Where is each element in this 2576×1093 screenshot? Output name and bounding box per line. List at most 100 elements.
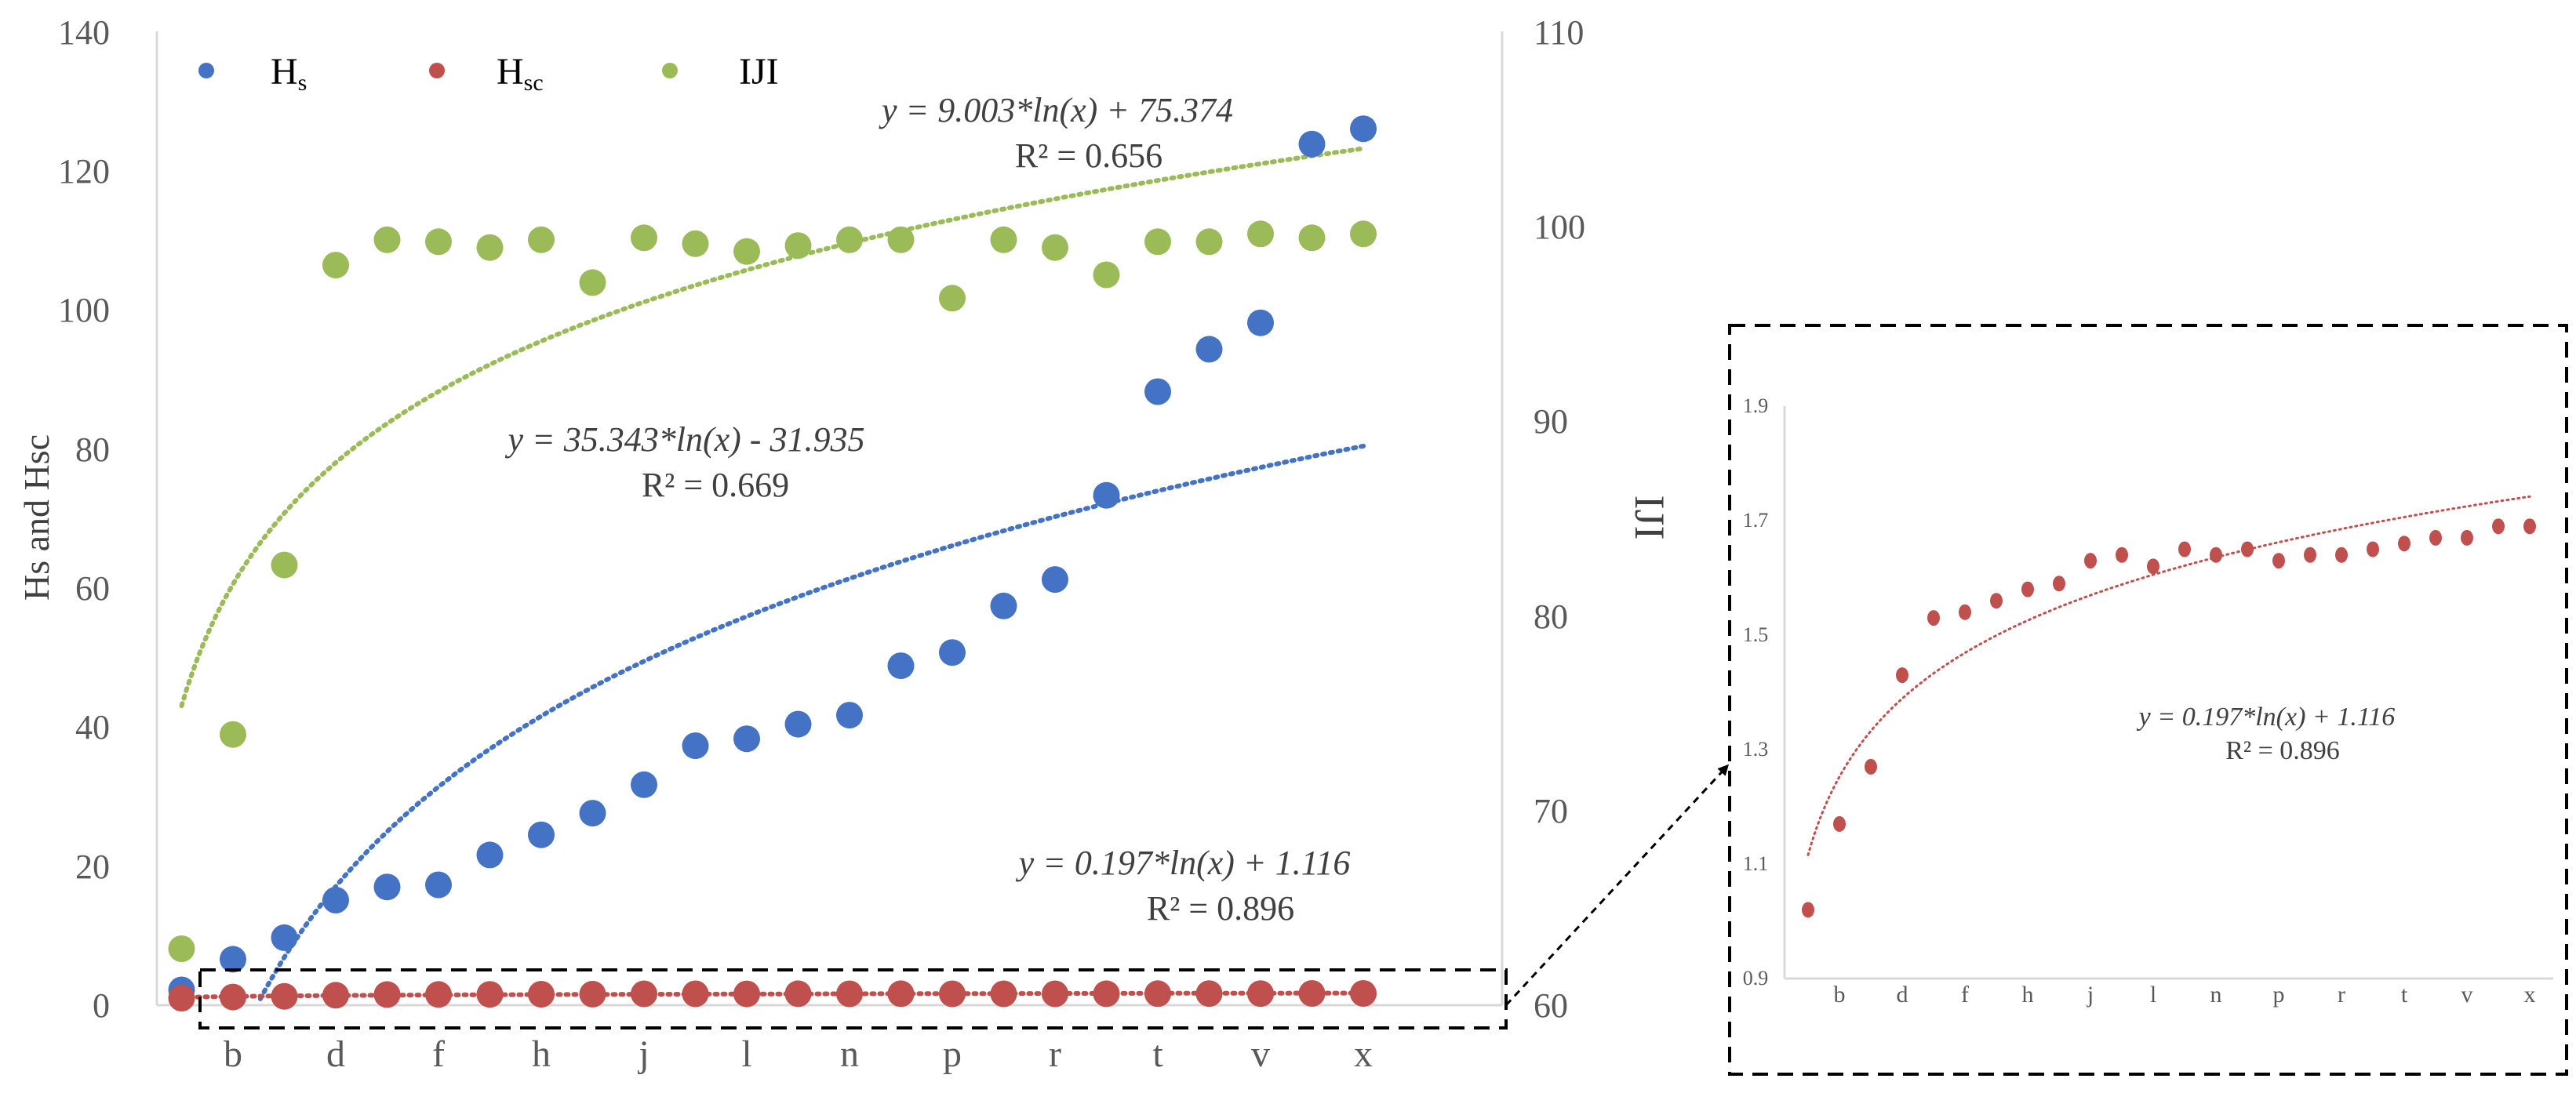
hs-point (1195, 336, 1223, 363)
iji-equation-text: y = 9.003*ln(x) + 75.374 (879, 91, 1233, 129)
zoom-highlight-box (198, 968, 1508, 1029)
hs-equation-text: y = 35.343*ln(x) - 31.935 (505, 420, 865, 459)
x-tick-label: f (432, 1033, 445, 1075)
legend-hs-marker (198, 63, 214, 78)
hs-point (373, 873, 401, 901)
iji-point (1247, 220, 1274, 248)
left-y-tick-label: 20 (75, 848, 110, 886)
data-points (168, 115, 1377, 1011)
inset-x-tick-label: f (1961, 982, 1969, 1008)
hsc-point (271, 982, 298, 1010)
hsc-point (682, 980, 709, 1008)
hsc-point (784, 980, 812, 1008)
main-chart: 0 20 40 60 80 100 120 140 60 70 80 90 10… (16, 13, 1673, 1075)
inset-hsc-point (2398, 536, 2410, 552)
left-y-tick-label: 140 (58, 13, 110, 52)
inset-x-tick-label: l (2150, 982, 2156, 1008)
hs-point (476, 841, 504, 869)
iji-point (784, 232, 812, 260)
x-tick-label: t (1152, 1033, 1163, 1075)
iji-point (733, 238, 760, 265)
x-tick-label: j (637, 1033, 649, 1075)
iji-point (939, 285, 966, 312)
legend-hsc-marker (429, 63, 445, 78)
hsc-point (631, 980, 657, 1008)
left-y-ticks: 0 20 40 60 80 100 120 140 (58, 13, 110, 1025)
hsc-trend-equation: y = 0.197*ln(x) + 1.116 R² = 0.896 (1016, 844, 1351, 928)
legend: Hs Hsc IJI (198, 51, 779, 96)
inset-hsc-point (2084, 553, 2097, 569)
hsc-point (220, 983, 246, 1011)
hs-point (1093, 481, 1120, 509)
inset-hsc-point (2053, 576, 2065, 592)
iji-point (887, 226, 915, 253)
inset-x-tick-label: r (2338, 982, 2345, 1008)
inset-chart: 0.9 1.1 1.3 1.5 1.7 1.9 b d f h j l n p r t v x y =… (1728, 324, 2568, 1076)
iji-point (168, 935, 195, 962)
iji-point (1042, 234, 1068, 261)
inset-hsc-point (2241, 541, 2254, 557)
iji-r2-text: R² = 0.656 (1015, 136, 1162, 175)
inset-y-tick-label: 1.9 (1743, 394, 1769, 417)
inset-hsc-point (1896, 667, 1908, 684)
right-y-tick-label: 80 (1534, 597, 1568, 636)
hs-point (784, 710, 812, 738)
right-y-tick-label: 100 (1534, 208, 1585, 246)
iji-point (631, 224, 657, 252)
iji-trendline (179, 146, 1366, 709)
iji-point (220, 721, 246, 748)
hsc-trendline (179, 990, 1366, 1000)
hs-point (836, 702, 863, 729)
inset-x-tick-label: h (2022, 982, 2034, 1008)
iji-point (373, 226, 401, 253)
iji-point (990, 226, 1017, 253)
left-y-axis-title: Hs and Hsc (16, 434, 56, 601)
iji-point (1144, 228, 1171, 256)
x-tick-label: h (532, 1033, 551, 1075)
inset-trend-equation: y = 0.197*ln(x) + 1.116 R² = 0.896 (2137, 703, 2396, 765)
hsc-point (476, 981, 504, 1008)
right-y-tick-label: 110 (1534, 13, 1584, 52)
hs-point (322, 887, 349, 913)
inset-x-tick-label: d (1897, 982, 1908, 1008)
inset-hsc-point (2304, 546, 2316, 563)
inset-dashed-frame (1728, 324, 2568, 1076)
inset-hsc-point (1959, 604, 1971, 620)
left-y-tick-label: 40 (75, 708, 110, 746)
hs-point (1042, 566, 1068, 594)
inset-hsc-point (1865, 758, 1877, 775)
hs-point (528, 821, 555, 848)
x-tick-label: n (840, 1033, 859, 1075)
hs-point (990, 592, 1017, 619)
inset-data-points (1802, 518, 2536, 918)
inset-y-tick-label: 1.7 (1743, 509, 1769, 532)
left-y-tick-label: 80 (75, 430, 110, 469)
right-y-ticks: 60 70 80 90 100 110 (1534, 13, 1585, 1025)
hs-point (271, 924, 298, 951)
iji-point (836, 226, 863, 253)
hsc-point (1195, 980, 1223, 1008)
hsc-r2-text: R² = 0.896 (1147, 889, 1294, 928)
inset-hsc-point (2367, 541, 2379, 557)
hs-point (1298, 130, 1326, 158)
inset-r2-text: R² = 0.896 (2225, 736, 2340, 765)
inset-hsc-point (2523, 518, 2536, 535)
inset-hsc-point (2461, 529, 2473, 546)
hsc-point (1093, 980, 1120, 1008)
iji-point (1093, 261, 1120, 289)
inset-x-tick-label: v (2461, 982, 2473, 1008)
hs-trend-equation: y = 35.343*ln(x) - 31.935 R² = 0.669 (505, 420, 865, 504)
hs-point (939, 639, 966, 666)
left-y-tick-label: 120 (58, 152, 110, 191)
inset-trendline (1806, 495, 2531, 856)
hsc-point (579, 980, 606, 1008)
inset-y-tick-label: 1.5 (1743, 623, 1769, 646)
legend-hsc-label: Hsc (497, 51, 544, 96)
inset-x-tick-label: b (1834, 982, 1846, 1008)
x-tick-label: x (1354, 1033, 1373, 1075)
hsc-point (528, 981, 555, 1008)
hsc-point (168, 985, 195, 1011)
hs-point (220, 946, 246, 973)
